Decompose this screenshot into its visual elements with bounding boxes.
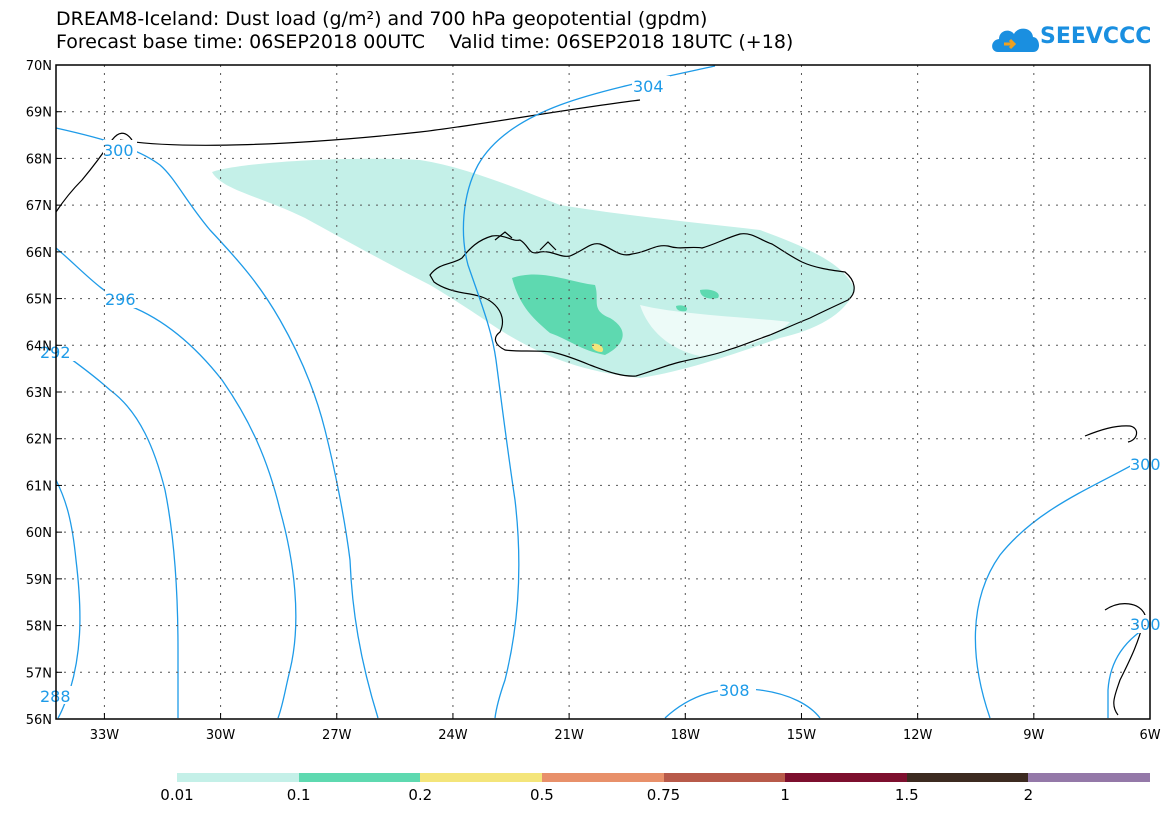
longitude-labels: 33W 30W 27W 24W 21W 18W 15W 12W 9W 6W	[90, 728, 1161, 743]
logo-text: SEEVCCC	[1040, 24, 1152, 49]
lon-label-33W: 33W	[90, 728, 120, 743]
lat-label-57N: 57N	[26, 666, 52, 681]
lon-label-6W: 6W	[1139, 728, 1160, 743]
colorbar-label: 2	[1023, 786, 1034, 804]
lat-label-66N: 66N	[26, 246, 52, 261]
lat-label-58N: 58N	[26, 620, 52, 635]
lat-label-63N: 63N	[26, 386, 52, 401]
lon-label-18W: 18W	[671, 728, 701, 743]
colorbar-swatch	[420, 773, 542, 782]
colorbar-label: 0.75	[646, 786, 681, 804]
lon-label-15W: 15W	[787, 728, 817, 743]
lat-label-69N: 69N	[26, 106, 52, 121]
lat-label-67N: 67N	[26, 199, 52, 214]
gridlines	[56, 65, 1150, 719]
colorbar-label: 0.01	[160, 786, 194, 804]
axis-ticks	[56, 64, 1151, 720]
lat-label-70N: 70N	[26, 59, 52, 74]
contour-label-304: 304	[633, 77, 664, 96]
lat-label-56N: 56N	[26, 713, 52, 728]
lat-label-59N: 59N	[26, 573, 52, 588]
contour-label-296: 296	[105, 290, 136, 309]
lon-label-27W: 27W	[322, 728, 352, 743]
colorbar-swatch	[785, 773, 907, 782]
lon-label-9W: 9W	[1023, 728, 1044, 743]
colorbar-label: 0.1	[286, 786, 311, 804]
map-subtitle: Forecast base time: 06SEP2018 00UTC Vali…	[56, 31, 794, 53]
lon-label-24W: 24W	[438, 728, 468, 743]
colorbar-swatch	[177, 773, 299, 782]
lat-label-64N: 64N	[26, 339, 52, 354]
lat-label-61N: 61N	[26, 479, 52, 494]
map-title: DREAM8-Iceland: Dust load (g/m²) and 700…	[56, 8, 708, 30]
lat-label-68N: 68N	[26, 152, 52, 167]
contour-label-300-east: 300	[1130, 455, 1161, 474]
coastline	[55, 99, 1146, 716]
lat-label-62N: 62N	[26, 433, 52, 448]
colorbar-swatch	[663, 773, 786, 782]
lat-label-60N: 60N	[26, 526, 52, 541]
colorbar-swatch	[541, 773, 664, 782]
contour-labels: 304 300 296 292 288 300 300 308	[40, 76, 1166, 706]
contour-label-300-southeast: 300	[1130, 615, 1161, 634]
cloud-icon	[992, 28, 1040, 52]
dust-load-layer	[212, 158, 855, 378]
contour-label-300: 300	[103, 141, 134, 160]
lon-label-12W: 12W	[903, 728, 933, 743]
colorbar-label: 1	[780, 786, 790, 804]
lon-label-30W: 30W	[206, 728, 236, 743]
lat-label-65N: 65N	[26, 293, 52, 308]
latitude-labels: 70N 69N 68N 67N 66N 65N 64N 63N 62N 61N 60N 59N 58N 5…	[26, 59, 52, 728]
colorbar-swatch	[1028, 773, 1150, 782]
colorbar-label: 1.5	[894, 786, 919, 804]
colorbar-label: 0.5	[529, 786, 554, 804]
colorbar-label: 0.2	[408, 786, 433, 804]
colorbar-swatch	[298, 773, 421, 782]
colorbar-swatch	[906, 773, 1029, 782]
lon-label-21W: 21W	[554, 728, 584, 743]
contour-label-308: 308	[719, 681, 750, 700]
